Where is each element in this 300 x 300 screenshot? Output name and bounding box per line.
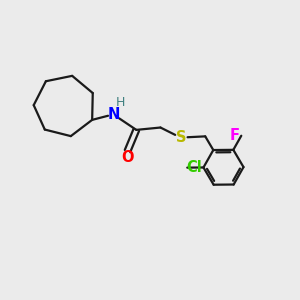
Text: Cl: Cl (186, 160, 202, 175)
Text: S: S (176, 130, 186, 145)
Text: F: F (230, 128, 240, 143)
Text: O: O (121, 150, 134, 165)
Text: N: N (107, 107, 119, 122)
Text: H: H (116, 96, 125, 109)
